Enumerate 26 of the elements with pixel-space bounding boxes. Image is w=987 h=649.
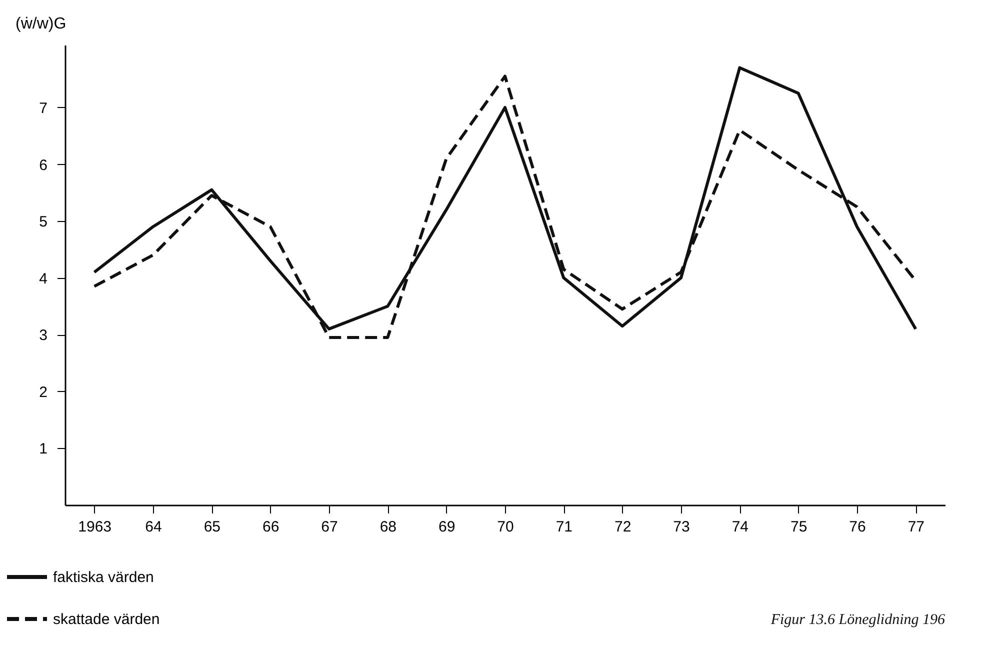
y-tick-label: 4 bbox=[39, 270, 48, 288]
x-tick-label: 69 bbox=[438, 518, 456, 536]
y-tick-label: 2 bbox=[39, 384, 48, 401]
x-tick-label: 66 bbox=[262, 518, 280, 536]
y-axis-title: (ẇ/w)G bbox=[16, 16, 66, 32]
x-tick-label: 64 bbox=[145, 518, 162, 536]
x-tick-label: 68 bbox=[380, 518, 397, 536]
x-tick-label: 75 bbox=[790, 518, 808, 536]
x-tick-label: 1963 bbox=[78, 518, 112, 536]
x-tick-label: 65 bbox=[204, 518, 221, 536]
x-tick-label: 72 bbox=[614, 518, 632, 536]
x-tick-label: 70 bbox=[497, 518, 514, 536]
x-tick-label: 76 bbox=[849, 518, 866, 536]
x-tick-label: 67 bbox=[321, 518, 338, 536]
y-tick-label: 7 bbox=[39, 100, 48, 117]
y-tick-label: 5 bbox=[39, 214, 48, 231]
x-tick-label: 71 bbox=[556, 518, 573, 536]
x-tick-label: 73 bbox=[673, 518, 690, 536]
y-tick-label: 3 bbox=[39, 327, 48, 344]
text: Figur 13.6 Löneglidning 196 bbox=[770, 612, 946, 628]
y-tick-label: 1 bbox=[39, 440, 48, 458]
legend-label: skattade värden bbox=[53, 611, 160, 628]
x-tick-label: 77 bbox=[908, 518, 925, 536]
x-tick-label: 74 bbox=[732, 518, 749, 536]
legend-label: faktiska värden bbox=[53, 569, 154, 586]
y-tick-label: 6 bbox=[39, 156, 48, 174]
